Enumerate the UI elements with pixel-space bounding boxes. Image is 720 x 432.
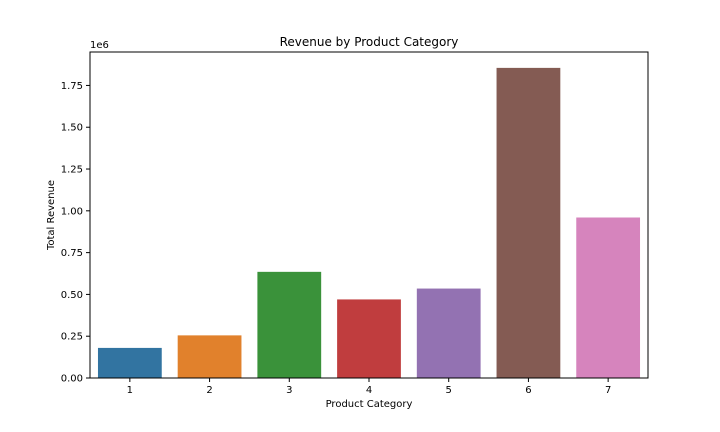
bar-category-1 xyxy=(97,347,162,378)
x-axis-ticks: 1 2 3 4 5 6 7 xyxy=(127,378,611,396)
y-tick-label: 0.75 xyxy=(61,248,83,259)
y-axis-ticks: 0.00 0.25 0.50 0.75 1.00 1.25 1.50 1.75 xyxy=(61,81,90,385)
y-tick-label: 0.00 xyxy=(61,374,83,385)
plot-area-frame xyxy=(89,51,649,379)
y-tick-label: 0.50 xyxy=(61,290,83,301)
y-tick-label: 1.75 xyxy=(61,81,83,92)
chart-title: Revenue by Product Category xyxy=(280,35,459,49)
x-tick-label: 6 xyxy=(525,385,531,396)
bar-category-5 xyxy=(416,288,481,378)
x-tick-label: 4 xyxy=(366,385,372,396)
y-tick-label: 0.25 xyxy=(61,332,83,343)
y-tick-label: 1.00 xyxy=(61,206,83,217)
bars-group xyxy=(97,67,641,378)
x-tick-label: 5 xyxy=(446,385,452,396)
bar-category-2 xyxy=(177,335,242,378)
y-offset-label: 1e6 xyxy=(90,40,109,51)
x-axis-label: Product Category xyxy=(326,399,413,410)
bar-category-7 xyxy=(576,217,641,378)
bar-category-4 xyxy=(337,299,401,378)
y-axis-label: Total Revenue xyxy=(46,180,57,251)
x-tick-label: 7 xyxy=(605,385,611,396)
x-tick-label: 3 xyxy=(286,385,292,396)
y-tick-label: 1.25 xyxy=(61,165,83,176)
x-tick-label: 2 xyxy=(206,385,212,396)
bar-category-3 xyxy=(257,271,322,378)
x-tick-label: 1 xyxy=(127,385,133,396)
bar-category-6 xyxy=(496,67,561,378)
y-tick-label: 1.50 xyxy=(61,123,83,134)
